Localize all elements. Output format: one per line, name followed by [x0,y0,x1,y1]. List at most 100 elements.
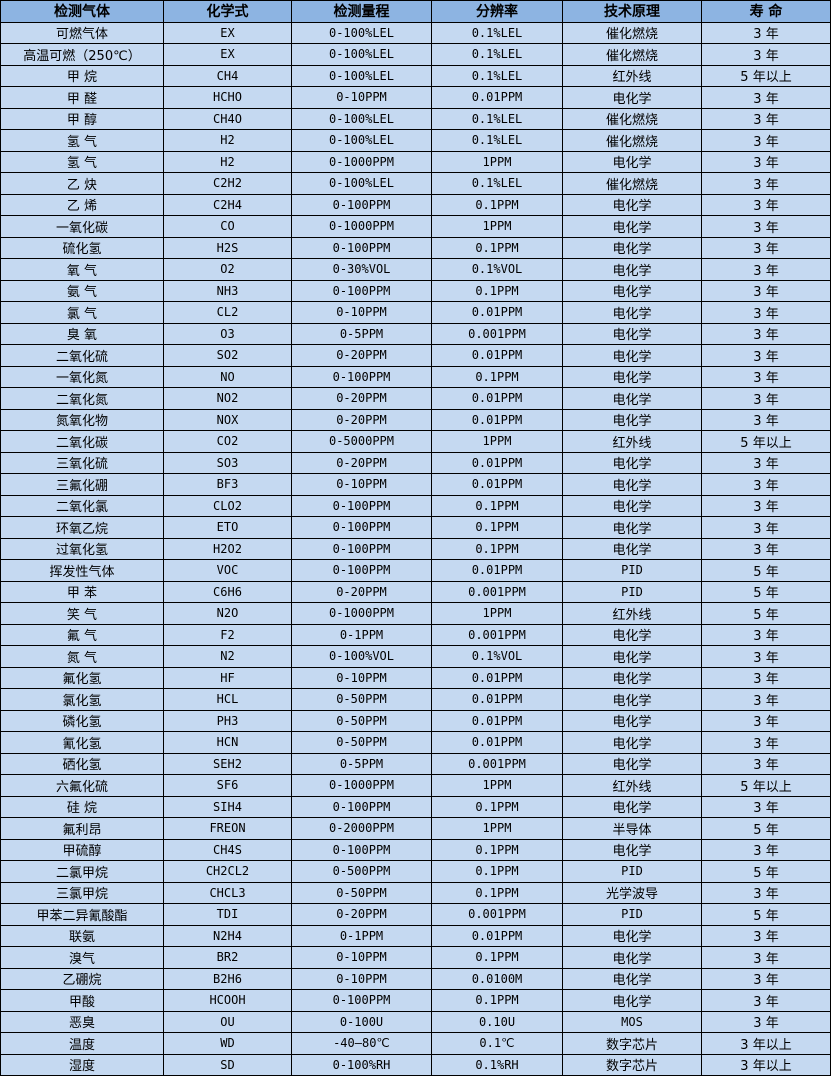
table-row: 三氟化硼 BF3 0-10PPM 0.01PPM 电化学 3 年 [0,473,831,496]
cell-resolution: 0.01PPM [431,387,563,410]
cell-resolution: 0.01PPM [431,344,563,367]
table-row: 甲酸 HCOOH 0-100PPM 0.1PPM 电化学 3 年 [0,989,831,1012]
cell-lifespan: 3 年 [701,451,831,474]
cell-lifespan: 3 年 [701,258,831,281]
cell-range: 0-100%RH [291,1053,432,1076]
cell-resolution: 0.01PPM [431,688,563,711]
cell-gas-name: 恶臭 [0,1010,164,1033]
cell-range: 0-100PPM [291,279,432,302]
cell-lifespan: 3 年 [701,236,831,259]
cell-formula: SD [163,1053,292,1076]
table-row: 甲 烷 CH4 0-100%LEL 0.1%LEL 红外线 5 年以上 [0,64,831,87]
cell-principle: 电化学 [562,645,702,668]
cell-resolution: 0.1PPM [431,838,563,861]
cell-gas-name: 氢 气 [0,150,164,173]
cell-resolution: 1PPM [431,150,563,173]
cell-range: 0-5PPM [291,322,432,345]
table-row: 氮氧化物 NOX 0-20PPM 0.01PPM 电化学 3 年 [0,408,831,431]
cell-resolution: 0.01PPM [431,451,563,474]
header-formula: 化学式 [163,0,292,23]
table-row: 氮 气 N2 0-100%VOL 0.1%VOL 电化学 3 年 [0,645,831,668]
cell-gas-name: 二氧化碳 [0,430,164,453]
cell-principle: 半导体 [562,817,702,840]
cell-range: 0-100PPM [291,193,432,216]
cell-principle: 光学波导 [562,881,702,904]
cell-resolution: 0.1PPM [431,881,563,904]
cell-range: 0-100%VOL [291,645,432,668]
cell-range: 0-100PPM [291,494,432,517]
table-row: 二氧化硫 SO2 0-20PPM 0.01PPM 电化学 3 年 [0,344,831,367]
cell-principle: 电化学 [562,387,702,410]
cell-range: 0-2000PPM [291,817,432,840]
cell-range: 0-100PPM [291,365,432,388]
table-row: 磷化氢 PH3 0-50PPM 0.01PPM 电化学 3 年 [0,709,831,732]
cell-range: 0-100PPM [291,516,432,539]
cell-lifespan: 3 年 [701,838,831,861]
cell-lifespan: 5 年以上 [701,430,831,453]
table-row: 可燃气体 EX 0-100%LEL 0.1%LEL 催化燃烧 3 年 [0,21,831,44]
cell-principle: 催化燃烧 [562,43,702,66]
cell-range: 0-100PPM [291,989,432,1012]
table-row: 氧 气 O2 0-30%VOL 0.1%VOL 电化学 3 年 [0,258,831,281]
cell-range: -40—80℃ [291,1032,432,1055]
cell-lifespan: 3 年 [701,107,831,130]
table-row: 甲 苯 C6H6 0-20PPM 0.001PPM PID 5 年 [0,580,831,603]
cell-range: 0-1000PPM [291,215,432,238]
cell-principle: 红外线 [562,774,702,797]
cell-lifespan: 3 年 [701,537,831,560]
cell-range: 0-10PPM [291,473,432,496]
table-row: 氟 气 F2 0-1PPM 0.001PPM 电化学 3 年 [0,623,831,646]
table-row: 三氧化硫 SO3 0-20PPM 0.01PPM 电化学 3 年 [0,451,831,474]
cell-principle: 电化学 [562,86,702,109]
table-row: 笑 气 N2O 0-1000PPM 1PPM 红外线 5 年 [0,602,831,625]
cell-formula: NH3 [163,279,292,302]
cell-lifespan: 3 年 [701,473,831,496]
table-row: 甲硫醇 CH4S 0-100PPM 0.1PPM 电化学 3 年 [0,838,831,861]
cell-resolution: 0.1PPM [431,365,563,388]
cell-resolution: 0.1%LEL [431,107,563,130]
cell-principle: 电化学 [562,279,702,302]
cell-lifespan: 3 年以上 [701,1053,831,1076]
cell-gas-name: 二氧化氮 [0,387,164,410]
cell-formula: C6H6 [163,580,292,603]
cell-resolution: 0.1PPM [431,989,563,1012]
cell-resolution: 0.1%RH [431,1053,563,1076]
cell-principle: 电化学 [562,752,702,775]
table-row: 氟利昂 FREON 0-2000PPM 1PPM 半导体 5 年 [0,817,831,840]
cell-formula: SO2 [163,344,292,367]
cell-lifespan: 5 年 [701,559,831,582]
cell-resolution: 1PPM [431,602,563,625]
cell-gas-name: 磷化氢 [0,709,164,732]
cell-principle: 电化学 [562,666,702,689]
cell-gas-name: 氢 气 [0,129,164,152]
cell-gas-name: 甲硫醇 [0,838,164,861]
cell-lifespan: 3 年 [701,215,831,238]
cell-formula: B2H6 [163,967,292,990]
cell-lifespan: 3 年 [701,365,831,388]
cell-range: 0-10PPM [291,946,432,969]
cell-lifespan: 5 年 [701,903,831,926]
cell-lifespan: 3 年 [701,344,831,367]
cell-formula: CH4O [163,107,292,130]
cell-formula: SEH2 [163,752,292,775]
cell-gas-name: 一氧化碳 [0,215,164,238]
table-row: 二氧化氮 NO2 0-20PPM 0.01PPM 电化学 3 年 [0,387,831,410]
cell-formula: N2 [163,645,292,668]
table-header-row: 检测气体 化学式 检测量程 分辨率 技术原理寿 命 [0,0,831,23]
cell-lifespan: 3 年 [701,172,831,195]
cell-lifespan: 5 年以上 [701,64,831,87]
cell-principle: 电化学 [562,989,702,1012]
cell-gas-name: 硒化氢 [0,752,164,775]
cell-lifespan: 5 年 [701,580,831,603]
cell-range: 0-100PPM [291,795,432,818]
cell-resolution: 0.01PPM [431,473,563,496]
cell-gas-name: 甲 醛 [0,86,164,109]
cell-resolution: 0.1PPM [431,946,563,969]
table-row: 氨 气 NH3 0-100PPM 0.1PPM 电化学 3 年 [0,279,831,302]
cell-resolution: 1PPM [431,774,563,797]
cell-lifespan: 3 年 [701,688,831,711]
cell-principle: PID [562,860,702,883]
cell-lifespan: 3 年 [701,387,831,410]
cell-resolution: 1PPM [431,215,563,238]
cell-gas-name: 硫化氢 [0,236,164,259]
